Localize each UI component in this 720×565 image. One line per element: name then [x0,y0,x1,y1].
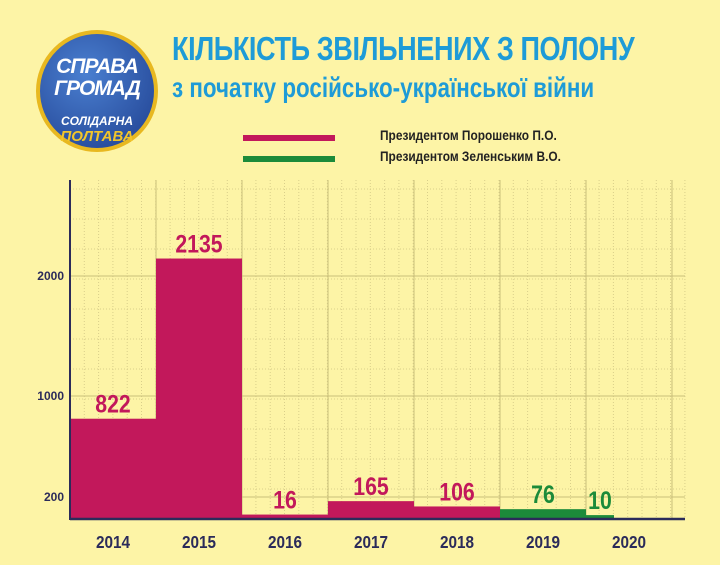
legend-swatch-zelensky [243,156,335,162]
logo-text: СПРАВА ГРОМАД [54,55,141,100]
y-tick-label: 200 [44,490,64,504]
legend-swatch-poroshenko [243,135,335,141]
value-label: 165 [353,473,389,501]
chart-title: КІЛЬКІСТЬ ЗВІЛЬНЕНИХ З ПОЛОНУ [172,30,635,67]
value-label: 16 [273,486,297,514]
x-tick-label: 2014 [96,532,131,552]
chart-subtitle: з початку російсько-української війни [172,72,595,103]
bar-2020 [586,515,614,519]
bar-2015 [156,258,242,519]
y-tick-label: 2000 [37,269,64,283]
x-tick-label: 2016 [268,532,302,552]
x-tick-label: 2018 [440,532,474,552]
x-tick-label: 2015 [182,532,216,552]
value-label: 76 [531,481,555,509]
legend-label-poroshenko: Президентом Порошенко П.О. [380,127,557,143]
value-label: 2135 [175,230,222,258]
logo: СПРАВА ГРОМАД СОЛІДАРНА ПОЛТАВА [36,30,158,152]
bar-2018 [414,506,500,519]
x-tick-label: 2020 [612,532,646,552]
logo-text-2: СОЛІДАРНА [60,114,134,128]
bar-2014 [70,418,156,519]
bar-2016 [242,514,328,519]
logo-text-3: ПОЛТАВА [60,128,134,145]
bar-2019 [500,509,586,519]
y-tick-label: 1000 [37,389,64,403]
value-label: 822 [95,390,130,418]
x-tick-label: 2019 [526,532,560,552]
bar-2017 [328,501,414,519]
x-tick-label: 2017 [354,532,388,552]
value-label: 10 [588,486,612,514]
value-label: 106 [439,478,475,506]
legend-label-zelensky: Президентом Зеленським В.О. [380,148,561,164]
